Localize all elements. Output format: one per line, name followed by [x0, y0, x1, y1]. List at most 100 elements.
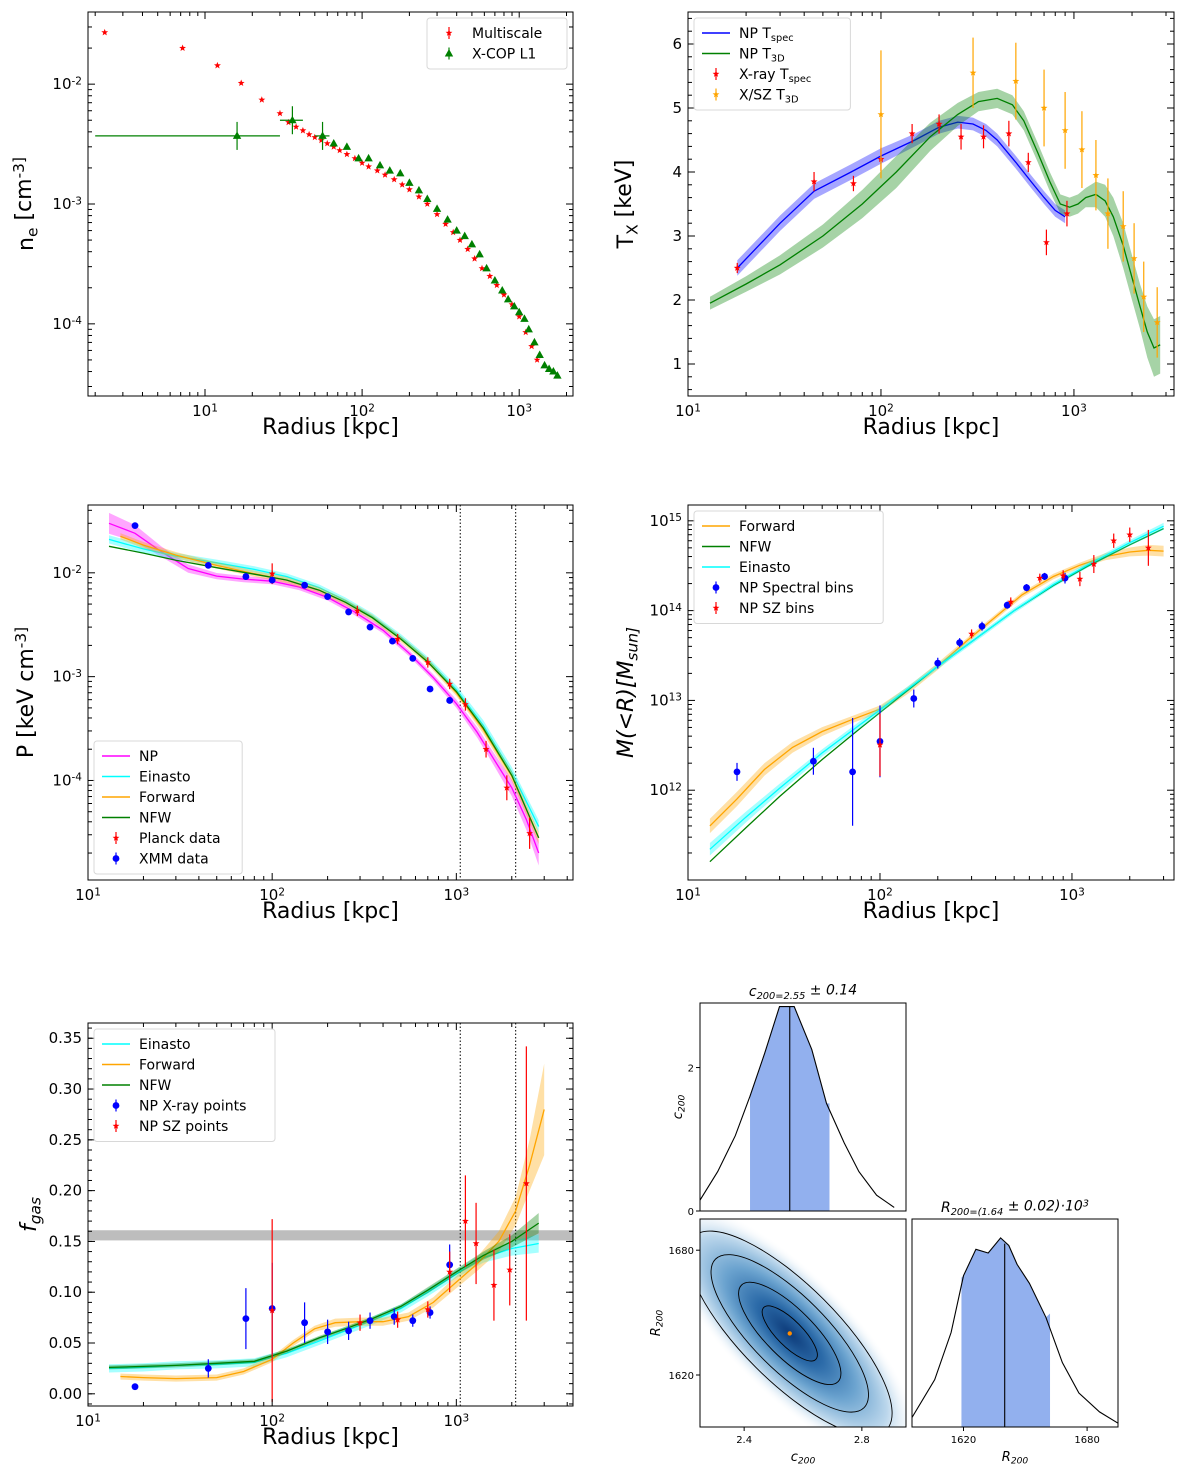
- text-span: 10: [75, 1412, 94, 1430]
- data-point: [1041, 572, 1048, 581]
- text-span: 10: [52, 195, 71, 213]
- marker-star: [353, 607, 361, 614]
- marker-triangle: [460, 231, 469, 240]
- data-point: [460, 231, 469, 240]
- text-span: 10: [443, 886, 462, 904]
- text-span: Forward: [739, 519, 795, 535]
- marker-circle: [301, 581, 308, 589]
- posterior-curve: [911, 1237, 1119, 1424]
- marker-star: [311, 133, 319, 141]
- marker-star: [292, 123, 300, 130]
- y-tick-label: 0.10: [49, 1283, 82, 1301]
- data-point: [524, 324, 533, 333]
- text-span: NP T: [739, 26, 771, 42]
- text-span: 4: [672, 163, 682, 181]
- marker-star: [365, 163, 372, 170]
- superscript: 14: [669, 602, 683, 614]
- density-contour: [761, 1305, 818, 1362]
- y-tick-label: 0.25: [49, 1131, 82, 1149]
- marker-circle: [409, 1317, 417, 1325]
- marker-circle: [345, 1327, 352, 1335]
- data-point: [935, 114, 943, 134]
- text-span: 10: [867, 886, 886, 904]
- text-span: 0.25: [49, 1131, 82, 1149]
- data-point: [535, 350, 544, 358]
- marker-star: [957, 133, 965, 140]
- data-point: [1104, 178, 1112, 249]
- joint-plot-area: [700, 1219, 906, 1427]
- marker-star: [500, 291, 508, 298]
- subscript: X: [624, 224, 642, 235]
- confidence-band: [737, 115, 1066, 276]
- data-point: [343, 150, 351, 158]
- marker-star: [424, 658, 432, 666]
- panel-pressure: 101​ 102​ 103​ 10-4​ 10-3​ 10-2​ Radius [kpc] P…: [12, 504, 574, 924]
- data-point: [530, 337, 539, 346]
- marker-triangle: [342, 142, 352, 150]
- data-point: [432, 204, 442, 212]
- text-span: Multiscale: [472, 26, 542, 42]
- x-tick-label: 2.8: [854, 1435, 870, 1446]
- axes-frame: [699, 1218, 907, 1428]
- text-span: 2: [672, 291, 682, 309]
- legend-marker-swatch: [112, 855, 120, 862]
- marker-star: [394, 635, 402, 642]
- x-tick-label: 103​: [1059, 886, 1085, 904]
- data-point: [850, 175, 857, 192]
- marker-star: [446, 680, 454, 687]
- credible-interval-fill: [961, 1237, 1051, 1427]
- legend-marker-swatch: [712, 70, 720, 77]
- y-axis: 10-4​ 10-3​ 10-2​: [52, 509, 573, 854]
- legend: Einasto Forward NFW NP X-ray points NP SZ po…: [93, 1028, 276, 1142]
- data-point: [1119, 191, 1127, 262]
- text-span: NP SZ bins: [739, 601, 814, 617]
- marker-triangle: [553, 371, 562, 379]
- marker-star: [1092, 171, 1100, 179]
- subscript: 200=2.55: [757, 991, 806, 1002]
- data-point: [980, 125, 987, 149]
- data-point: [366, 1312, 374, 1329]
- marker-star: [1043, 238, 1050, 246]
- data-point: [471, 255, 478, 262]
- data-point: [101, 28, 109, 36]
- marker-star: [1153, 318, 1161, 326]
- marker-star: [508, 300, 516, 308]
- axes-frame: [687, 504, 1175, 881]
- subscript: sun]: [624, 627, 642, 661]
- legend: Forward NFW Einasto NP Spectral bins NP SZ b…: [693, 510, 884, 624]
- data-point: [503, 775, 511, 801]
- x-tick-label: 103​: [1061, 402, 1087, 420]
- marker-circle: [204, 561, 212, 569]
- data-point: [353, 605, 361, 617]
- legend-label: Einasto: [139, 1037, 191, 1053]
- data-point: [810, 172, 818, 192]
- text-span: f: [17, 1221, 42, 1232]
- data-point: [446, 1251, 454, 1293]
- data-point: [1007, 597, 1015, 607]
- marker-circle: [131, 1383, 139, 1391]
- data-point: [733, 262, 741, 274]
- text-span: 1620: [951, 1435, 976, 1446]
- text-span: 10: [75, 886, 94, 904]
- subscript: spec: [771, 33, 794, 44]
- marker-star: [1090, 560, 1098, 567]
- density-contour: [710, 1254, 869, 1413]
- data-point: [276, 109, 284, 117]
- marker-star: [506, 1266, 514, 1273]
- data-point: [515, 313, 523, 320]
- marker-triangle: [540, 360, 549, 369]
- marker-triangle: [432, 204, 442, 212]
- text-span: Radius [kpc]: [863, 899, 1000, 924]
- legend-entry: X-COP L1: [444, 47, 536, 63]
- data-point: [311, 133, 319, 141]
- text-span: 0.10: [49, 1283, 82, 1301]
- x-tick-label: 102​: [867, 886, 893, 904]
- legend-label: NP Spectral bins: [739, 581, 854, 597]
- marker-circle: [324, 1328, 332, 1336]
- data-point: [533, 356, 541, 363]
- data-point: [849, 717, 856, 826]
- legend-entry: Forward: [102, 790, 195, 806]
- data-point: [1024, 152, 1032, 172]
- marker-star: [1144, 544, 1152, 551]
